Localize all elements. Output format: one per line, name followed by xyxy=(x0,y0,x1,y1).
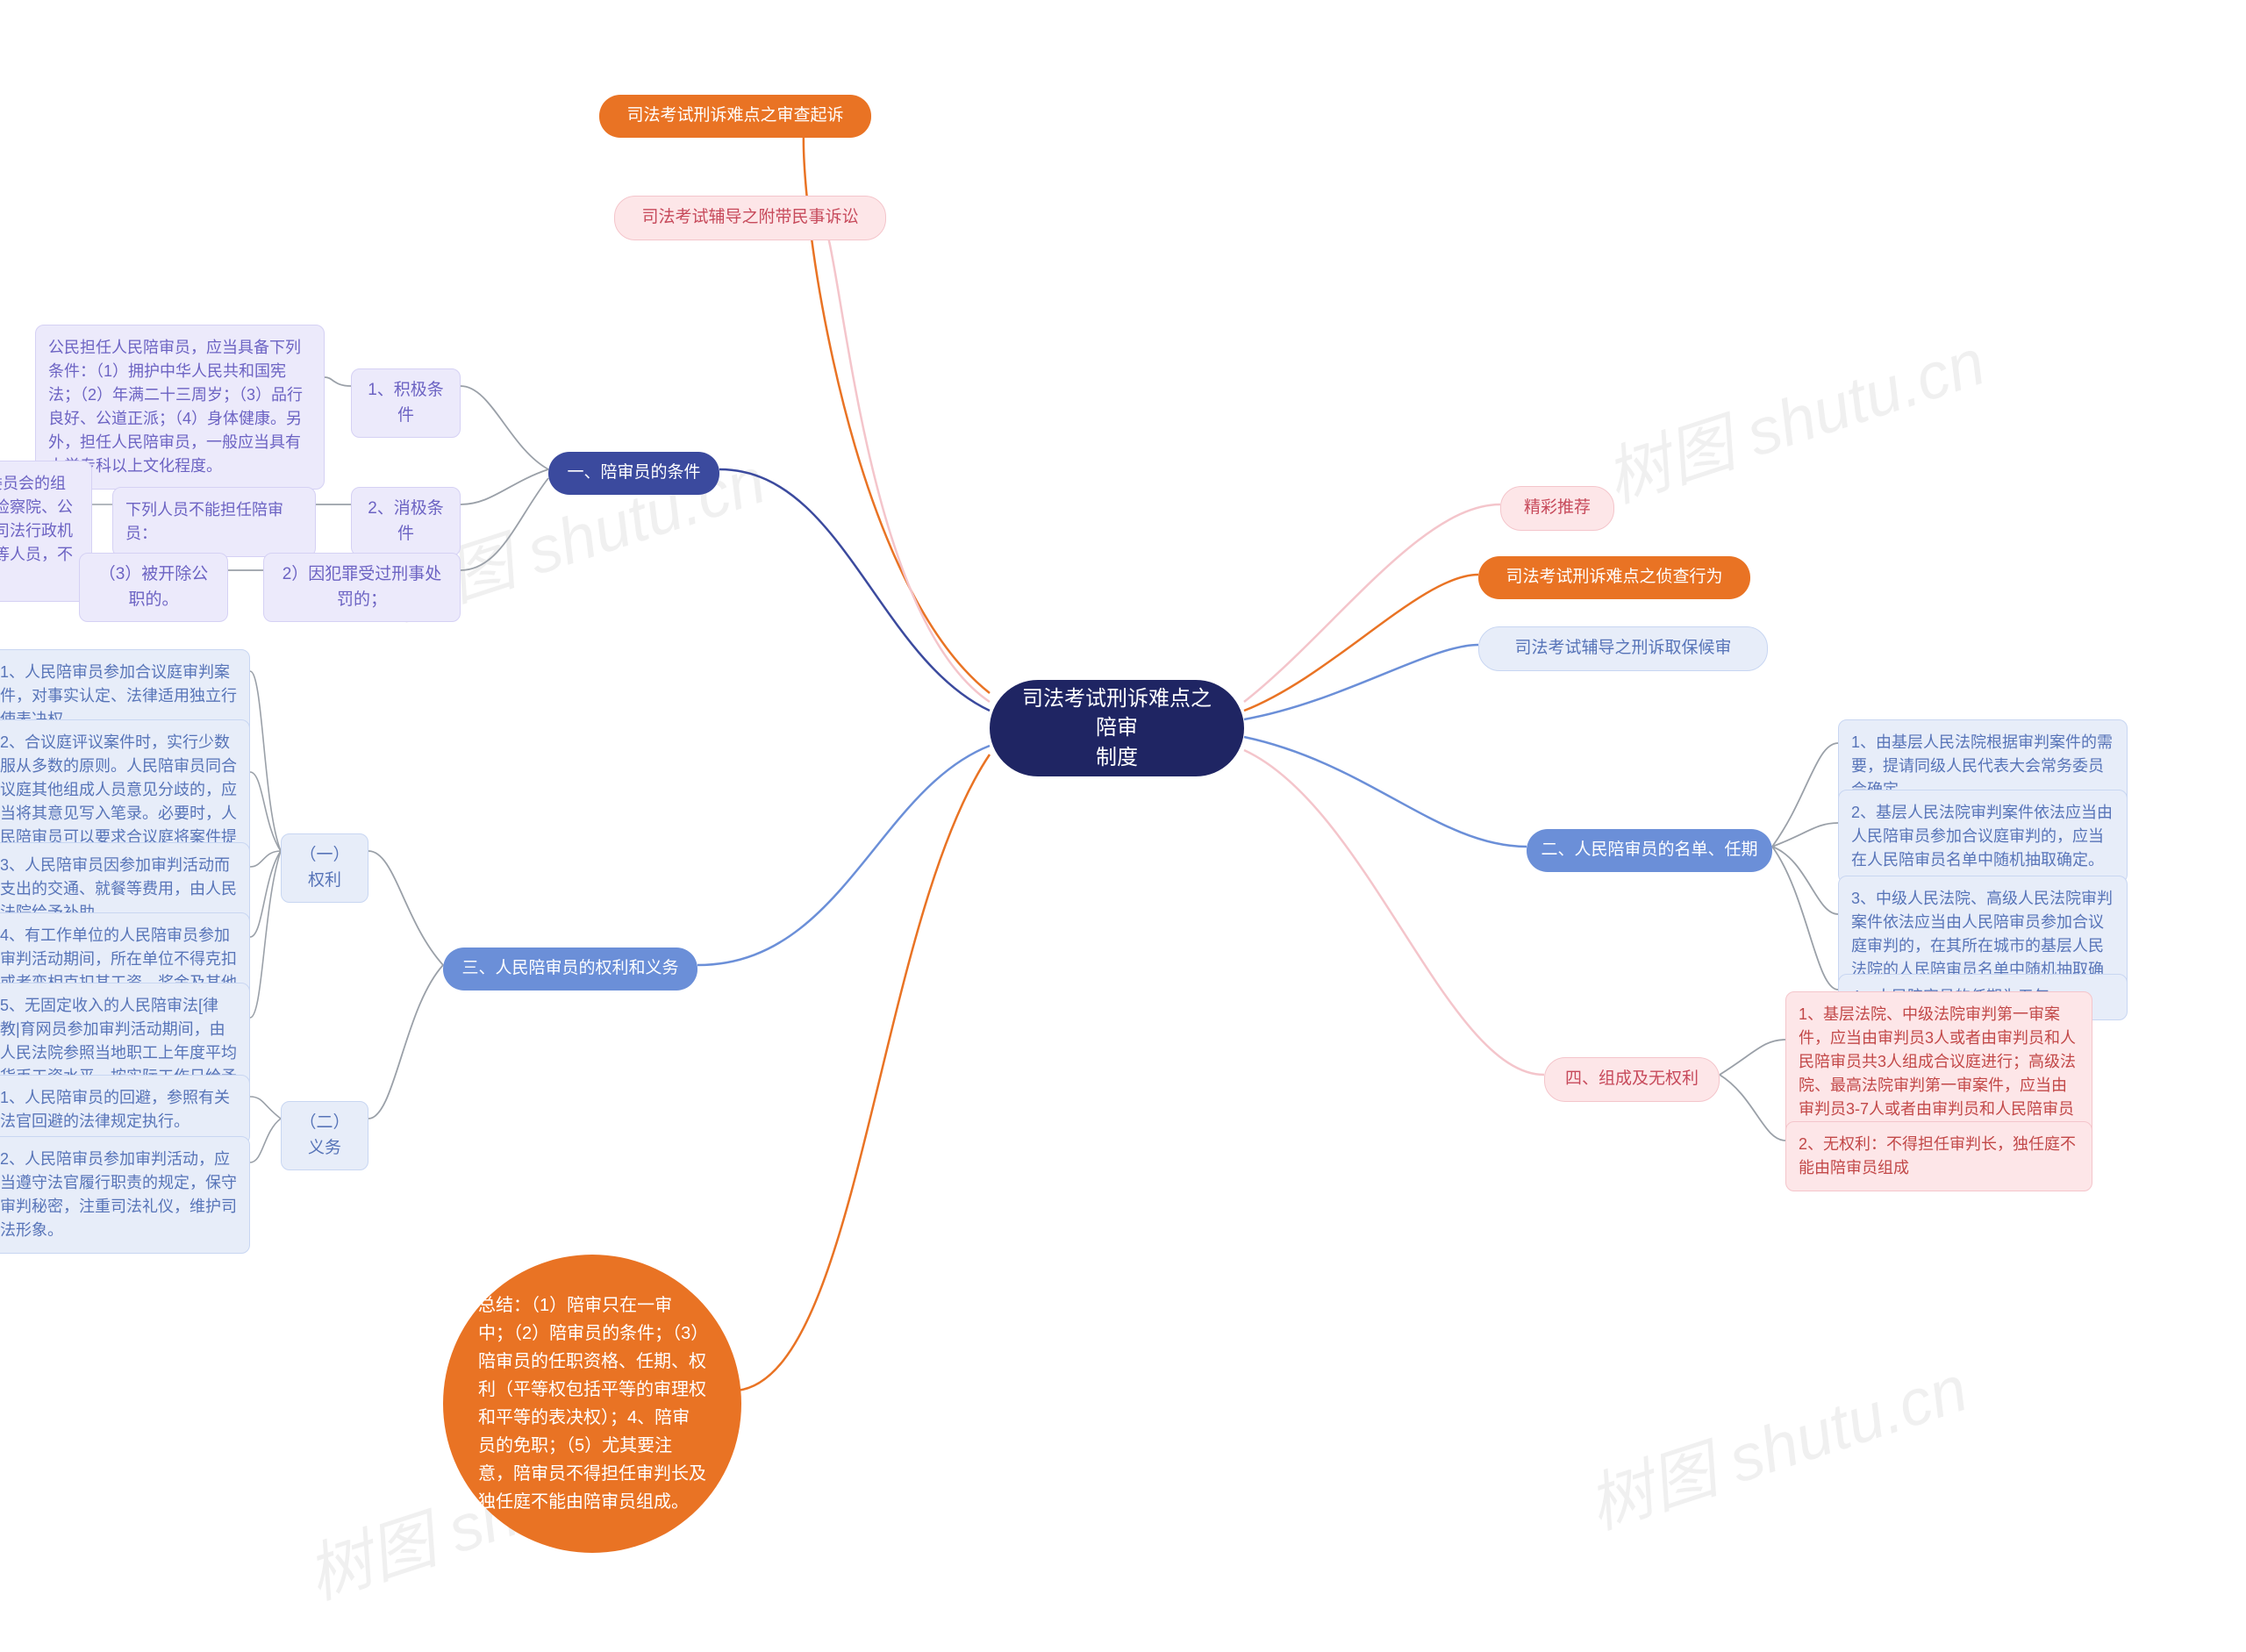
central-topic: 司法考试刑诉难点之陪审制度 xyxy=(990,680,1244,776)
branch-3-duty-1: 1、人民陪审员的回避，参照有关法官回避的法律规定执行。 xyxy=(0,1075,250,1145)
watermark: 树图 shutu.cn xyxy=(1574,1336,1977,1547)
branch-1-conditions: 一、陪审员的条件 xyxy=(548,452,719,495)
branch-3-rights: （一）权利 xyxy=(281,833,368,903)
watermark: 树图 shutu.cn xyxy=(1592,310,1994,520)
pill-review-prosecution: 司法考试刑诉难点之审查起诉 xyxy=(599,95,871,138)
branch-3-rights-duties: 三、人民陪审员的权利和义务 xyxy=(443,948,697,990)
pill-civil-litigation: 司法考试辅导之附带民事诉讼 xyxy=(614,196,886,240)
branch-2-roster: 二、人民陪审员的名单、任期 xyxy=(1527,829,1772,872)
branch-2-leaf-2: 2、基层人民法院审判案件依法应当由人民陪审员参加合议庭审判的，应当在人民陪审员名… xyxy=(1838,790,2128,883)
branch-1-negative: 2、消极条件 xyxy=(351,487,461,556)
pill-investigation: 司法考试刑诉难点之侦查行为 xyxy=(1478,556,1750,599)
branch-4-composition: 四、组成及无权利 xyxy=(1544,1057,1720,1102)
branch-1-negative-prefix: 下列人员不能担任陪审员： xyxy=(112,487,316,557)
pill-bail: 司法考试辅导之刑诉取保候审 xyxy=(1478,626,1768,671)
branch-4-leaf-2: 2、无权利：不得担任审判长，独任庭不能由陪审员组成 xyxy=(1785,1121,2092,1191)
branch-1-positive: 1、积极条件 xyxy=(351,368,461,438)
branch-1-dismissed: （3）被开除公职的。 xyxy=(79,553,228,622)
pill-recommend: 精彩推荐 xyxy=(1500,486,1614,531)
branch-3-duties: （二）义务 xyxy=(281,1101,368,1170)
branch-1-crime: 2）因犯罪受过刑事处罚的； xyxy=(263,553,461,622)
branch-3-duty-2: 2、人民陪审员参加审判活动，应当遵守法官履行职责的规定，保守审判秘密，注重司法礼… xyxy=(0,1136,250,1254)
summary-bubble: 总结：（1）陪审只在一审中；（2）陪审员的条件；（3）陪审员的任职资格、任期、权… xyxy=(443,1255,741,1553)
